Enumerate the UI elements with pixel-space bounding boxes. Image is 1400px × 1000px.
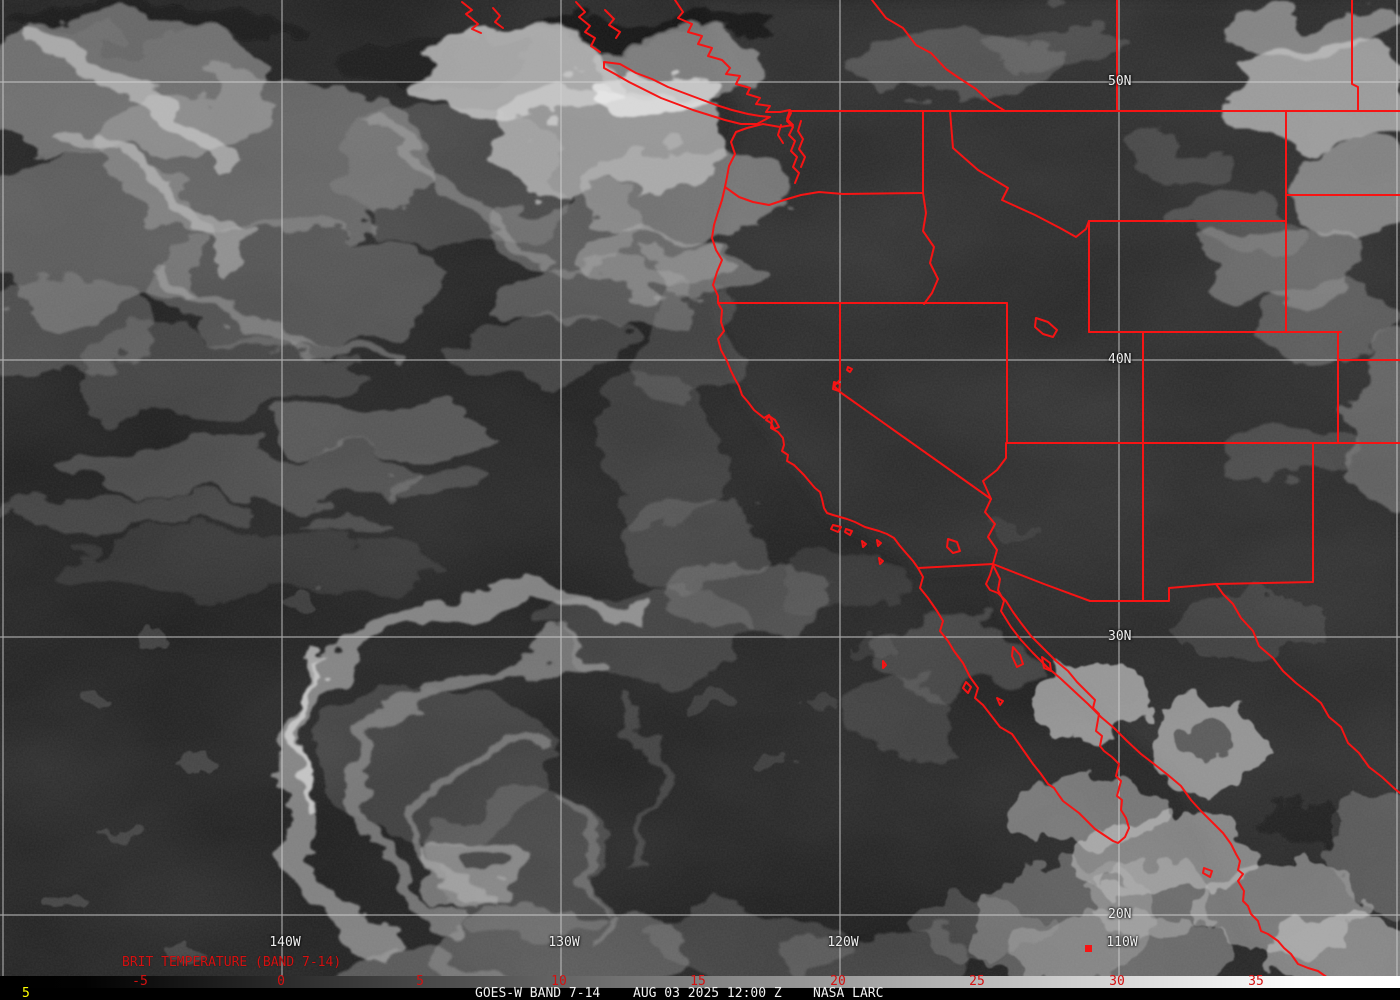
- bc-islands: [461, 1, 482, 34]
- channel-island: [876, 539, 882, 547]
- islas-marias: [1202, 867, 1213, 878]
- temperature-colorbar: -5 0 5 10 15 20 25 30 35: [0, 974, 1400, 989]
- longitude-label-120w: 120W: [827, 935, 859, 950]
- us-mexico-border: [917, 563, 1217, 602]
- salton-sea: [946, 538, 961, 554]
- az-nv-colorado-river: [982, 442, 1007, 500]
- red-point-marker: [1085, 945, 1092, 952]
- colorbar-tick: 10: [551, 974, 567, 989]
- puget-sound: [797, 120, 806, 168]
- status-source: NASA LARC: [813, 986, 884, 1000]
- channel-island: [861, 540, 867, 548]
- coastline-mexico-mainland: [992, 564, 1358, 1000]
- coastline-west: [674, 0, 1130, 844]
- id-mt-border: [949, 110, 1090, 238]
- bc-islands: [604, 9, 621, 39]
- status-bar: 5 GOES-W BAND 7-14 AUG 03 2025 12:00 Z N…: [0, 986, 1400, 1000]
- colorbar-tick: -5: [132, 974, 148, 989]
- frame-counter: 5: [22, 986, 30, 1000]
- map-borders-overlay: [461, 0, 1400, 1000]
- puget-sound: [786, 112, 800, 184]
- guadalupe-island: [882, 660, 887, 669]
- latlon-gridlines: [0, 0, 1400, 976]
- latitude-label-50n: 50N: [1108, 74, 1132, 89]
- latitude-label-30n: 30N: [1108, 629, 1132, 644]
- longitude-label-130w: 130W: [548, 935, 580, 950]
- angel-de-la-guarda-island: [1011, 646, 1024, 668]
- rio-grande: [1215, 583, 1400, 794]
- ca-az-colorado-river: [984, 498, 998, 565]
- status-product-name: GOES-W BAND 7-14: [475, 986, 601, 1000]
- status-timestamp: AUG 03 2025 12:00 Z: [633, 986, 782, 1000]
- or-id-snake-river-border: [922, 192, 939, 305]
- bc-islands: [492, 7, 504, 29]
- colorbar-tick: 20: [830, 974, 846, 989]
- colorbar-tick: 0: [277, 974, 285, 989]
- puget-sound: [777, 124, 784, 144]
- bc-islands: [575, 1, 601, 53]
- tiburon-island: [1041, 656, 1052, 672]
- colorbar-tick: 5: [416, 974, 424, 989]
- latitude-label-20n: 20N: [1108, 907, 1132, 922]
- product-annotation: BRIT TEMPERATURE (BAND 7-14): [122, 955, 342, 970]
- gulf-islet: [996, 697, 1004, 706]
- longitude-label-140w: 140W: [269, 935, 301, 950]
- wa-or-border: [724, 186, 924, 206]
- pyramid-lake: [846, 366, 853, 373]
- bc-alberta-border: [871, 0, 1006, 112]
- great-salt-lake: [1034, 317, 1058, 338]
- longitude-label-110w: 110W: [1106, 935, 1138, 950]
- latitude-label-40n: 40N: [1108, 352, 1132, 367]
- sf-bay: [765, 415, 780, 430]
- colorbar-tick: 15: [690, 974, 706, 989]
- nm-tx-border: [1215, 442, 1314, 585]
- channel-island: [878, 557, 884, 565]
- cedros-island: [962, 681, 972, 694]
- colorbar-tick: 30: [1109, 974, 1125, 989]
- channel-island: [844, 528, 853, 536]
- colorbar-tick: 25: [969, 974, 985, 989]
- vancouver-island-outline: [603, 61, 771, 125]
- channel-island: [830, 524, 842, 533]
- lake-tahoe: [832, 381, 841, 392]
- saskatchewan-manitoba-border: [1351, 0, 1359, 112]
- colorbar-tick: 35: [1248, 974, 1264, 989]
